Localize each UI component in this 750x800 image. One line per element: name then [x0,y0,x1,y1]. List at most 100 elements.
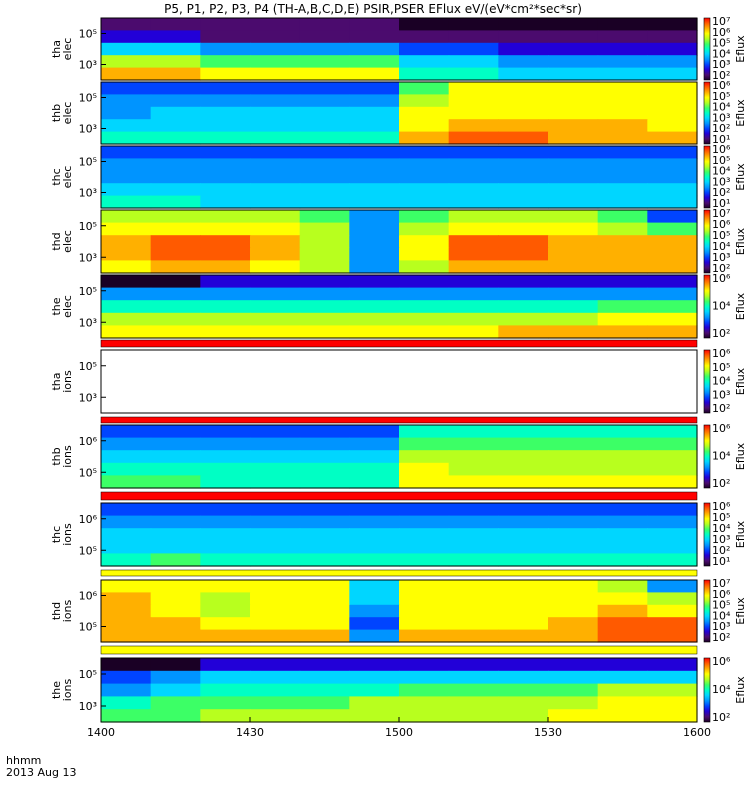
heatmap-cell [150,437,201,451]
heatmap-cell [448,515,499,529]
heatmap-cell [498,260,549,274]
heatmap-cell [498,30,549,44]
colorbar-tick-label: 10⁶ [712,655,731,668]
heatmap-cell [448,55,499,69]
heatmap-cell [150,540,201,554]
heatmap-cell [498,528,549,542]
y-tick-label: 10⁵ [79,156,97,169]
heatmap-cell [349,450,400,464]
heatmap-cell [250,106,301,120]
colorbar-tick-label: 10⁷ [712,207,730,220]
colorbar-label: Eflux [734,520,747,548]
heatmap-cell [448,540,499,554]
heatmap-cell [548,222,599,236]
y-axis-label: elec [61,295,74,318]
heatmap-cell [200,580,251,593]
heatmap-cell [647,106,698,120]
heatmap-cell [101,131,152,145]
heatmap-cell [299,210,350,224]
heatmap-cell [349,462,400,476]
heatmap-cell [647,158,698,172]
heatmap-cell [150,18,201,31]
heatmap-cell [150,119,201,133]
heatmap-cell [150,629,201,643]
heatmap-cell [200,300,251,314]
heatmap-cell [349,247,400,261]
heatmap-cell [101,540,152,554]
heatmap-cell [647,450,698,464]
heatmap-cell [200,42,251,56]
heatmap-cell [101,222,152,236]
colorbar-tick-label: 10² [712,327,730,340]
heatmap-cell [299,300,350,314]
heatmap-cell [250,275,301,289]
heatmap-cell [448,425,499,439]
heatmap-cell [498,235,549,249]
heatmap-cell [597,425,648,439]
panel-stack: 10⁵10³thaelec10⁷10⁶10⁵10⁴10³10²Eflux10⁵1… [50,15,747,724]
heatmap-cell [647,425,698,439]
heatmap-cell [200,55,251,69]
heatmap-cell [548,604,599,618]
heatmap-cell [250,670,301,685]
heatmap-cell [200,553,251,567]
flag-band [100,416,698,424]
heatmap-cell [399,287,450,301]
heatmap-cell [200,183,251,197]
heatmap-cell [548,592,599,606]
heatmap-cell [101,503,152,517]
heatmap-cell [448,82,499,95]
heatmap-cell [101,210,152,224]
heatmap-cell [299,683,350,697]
heatmap-cell [150,146,201,159]
colorbar-tick-label: 10² [712,69,730,82]
heatmap-cell [299,696,350,710]
heatmap-cell [399,553,450,567]
heatmap-cell [498,210,549,224]
heatmap-cell [647,670,698,685]
colorbar-tick-label: 10⁶ [712,79,731,92]
heatmap-cell [597,540,648,554]
heatmap-cell [200,18,251,31]
heatmap-cell [299,709,350,723]
heatmap-cell [200,275,251,289]
heatmap-cell [349,629,400,643]
heatmap-cell [150,67,201,81]
heatmap-cell [399,503,450,517]
heatmap-cell [647,183,698,197]
heatmap-cell [448,170,499,184]
heatmap-cell [647,119,698,133]
colorbar-tick-label: 10⁵ [712,361,730,374]
heatmap-cell [399,146,450,159]
heatmap-cell [101,629,152,643]
heatmap-cell [647,170,698,184]
heatmap-cell [548,94,599,108]
heatmap-cell [498,55,549,69]
heatmap-cell [498,42,549,56]
heatmap-cell [200,247,251,261]
heatmap-cell [299,450,350,464]
heatmap-cell [647,709,698,723]
colorbar-tick-label: 10⁶ [712,218,731,231]
heatmap-cell [299,580,350,593]
heatmap-cell [597,67,648,81]
heatmap-cell [448,42,499,56]
flag-band [100,491,698,501]
colorbar-tick-label: 10⁵ [712,229,730,242]
heatmap-cell [250,540,301,554]
heatmap-cell [548,437,599,451]
heatmap-cell [250,515,301,529]
heatmap-cell [101,553,152,567]
heatmap-cell [498,540,549,554]
y-axis-label: ions [61,445,74,468]
heatmap-cell [647,131,698,145]
y-tick-label: 10⁵ [79,285,97,298]
colorbar-tick-label: 10¹ [712,133,730,146]
panel-frame [100,81,698,145]
heatmap-cell [349,119,400,133]
heatmap-cell [349,540,400,554]
colorbar-label: Eflux [734,292,747,320]
heatmap-cell [299,658,350,672]
heatmap-cell [299,592,350,606]
heatmap-cell [200,629,251,643]
